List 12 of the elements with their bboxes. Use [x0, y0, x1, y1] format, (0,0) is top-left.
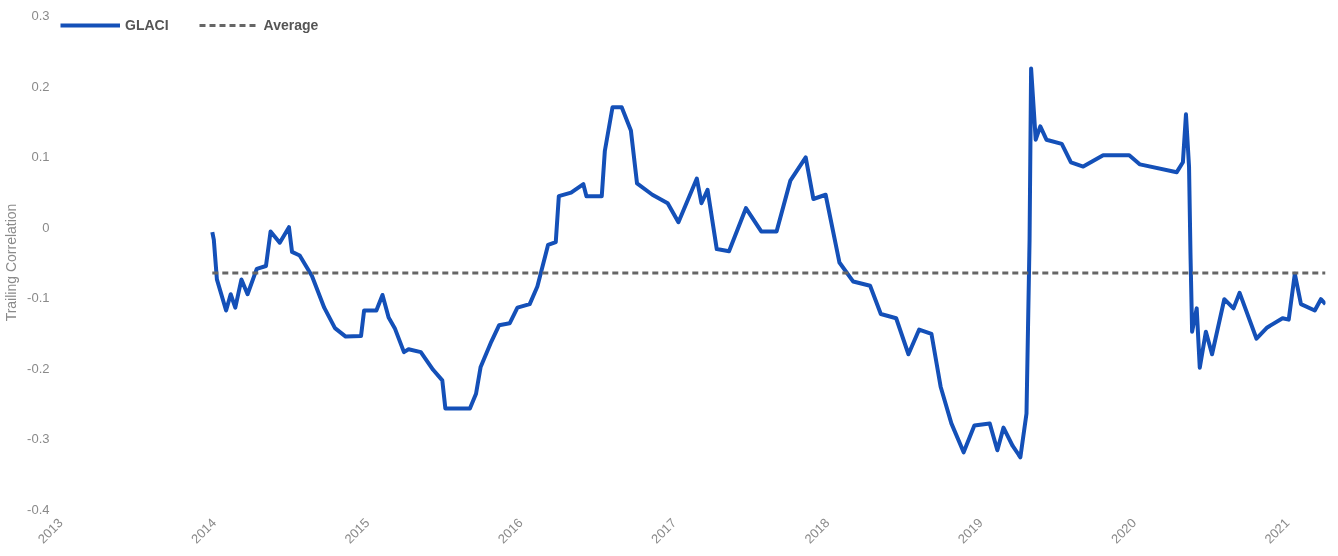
- y-tick-label: 0.1: [31, 149, 50, 165]
- y-tick-label: -0.3: [27, 431, 50, 447]
- y-tick-label: 0: [42, 219, 50, 235]
- legend-label: GLACI: [125, 17, 169, 33]
- y-tick-label: -0.1: [27, 290, 50, 306]
- y-tick-label: 0.2: [31, 78, 50, 94]
- legend-label: Average: [263, 17, 319, 33]
- y-tick-label: 0.3: [31, 8, 50, 23]
- line-series: [210, 66, 1326, 460]
- y-axis-title: Trailing Correlation: [3, 203, 20, 322]
- y-tick-label: -0.2: [27, 360, 50, 376]
- y-tick-label: -0.4: [27, 502, 50, 517]
